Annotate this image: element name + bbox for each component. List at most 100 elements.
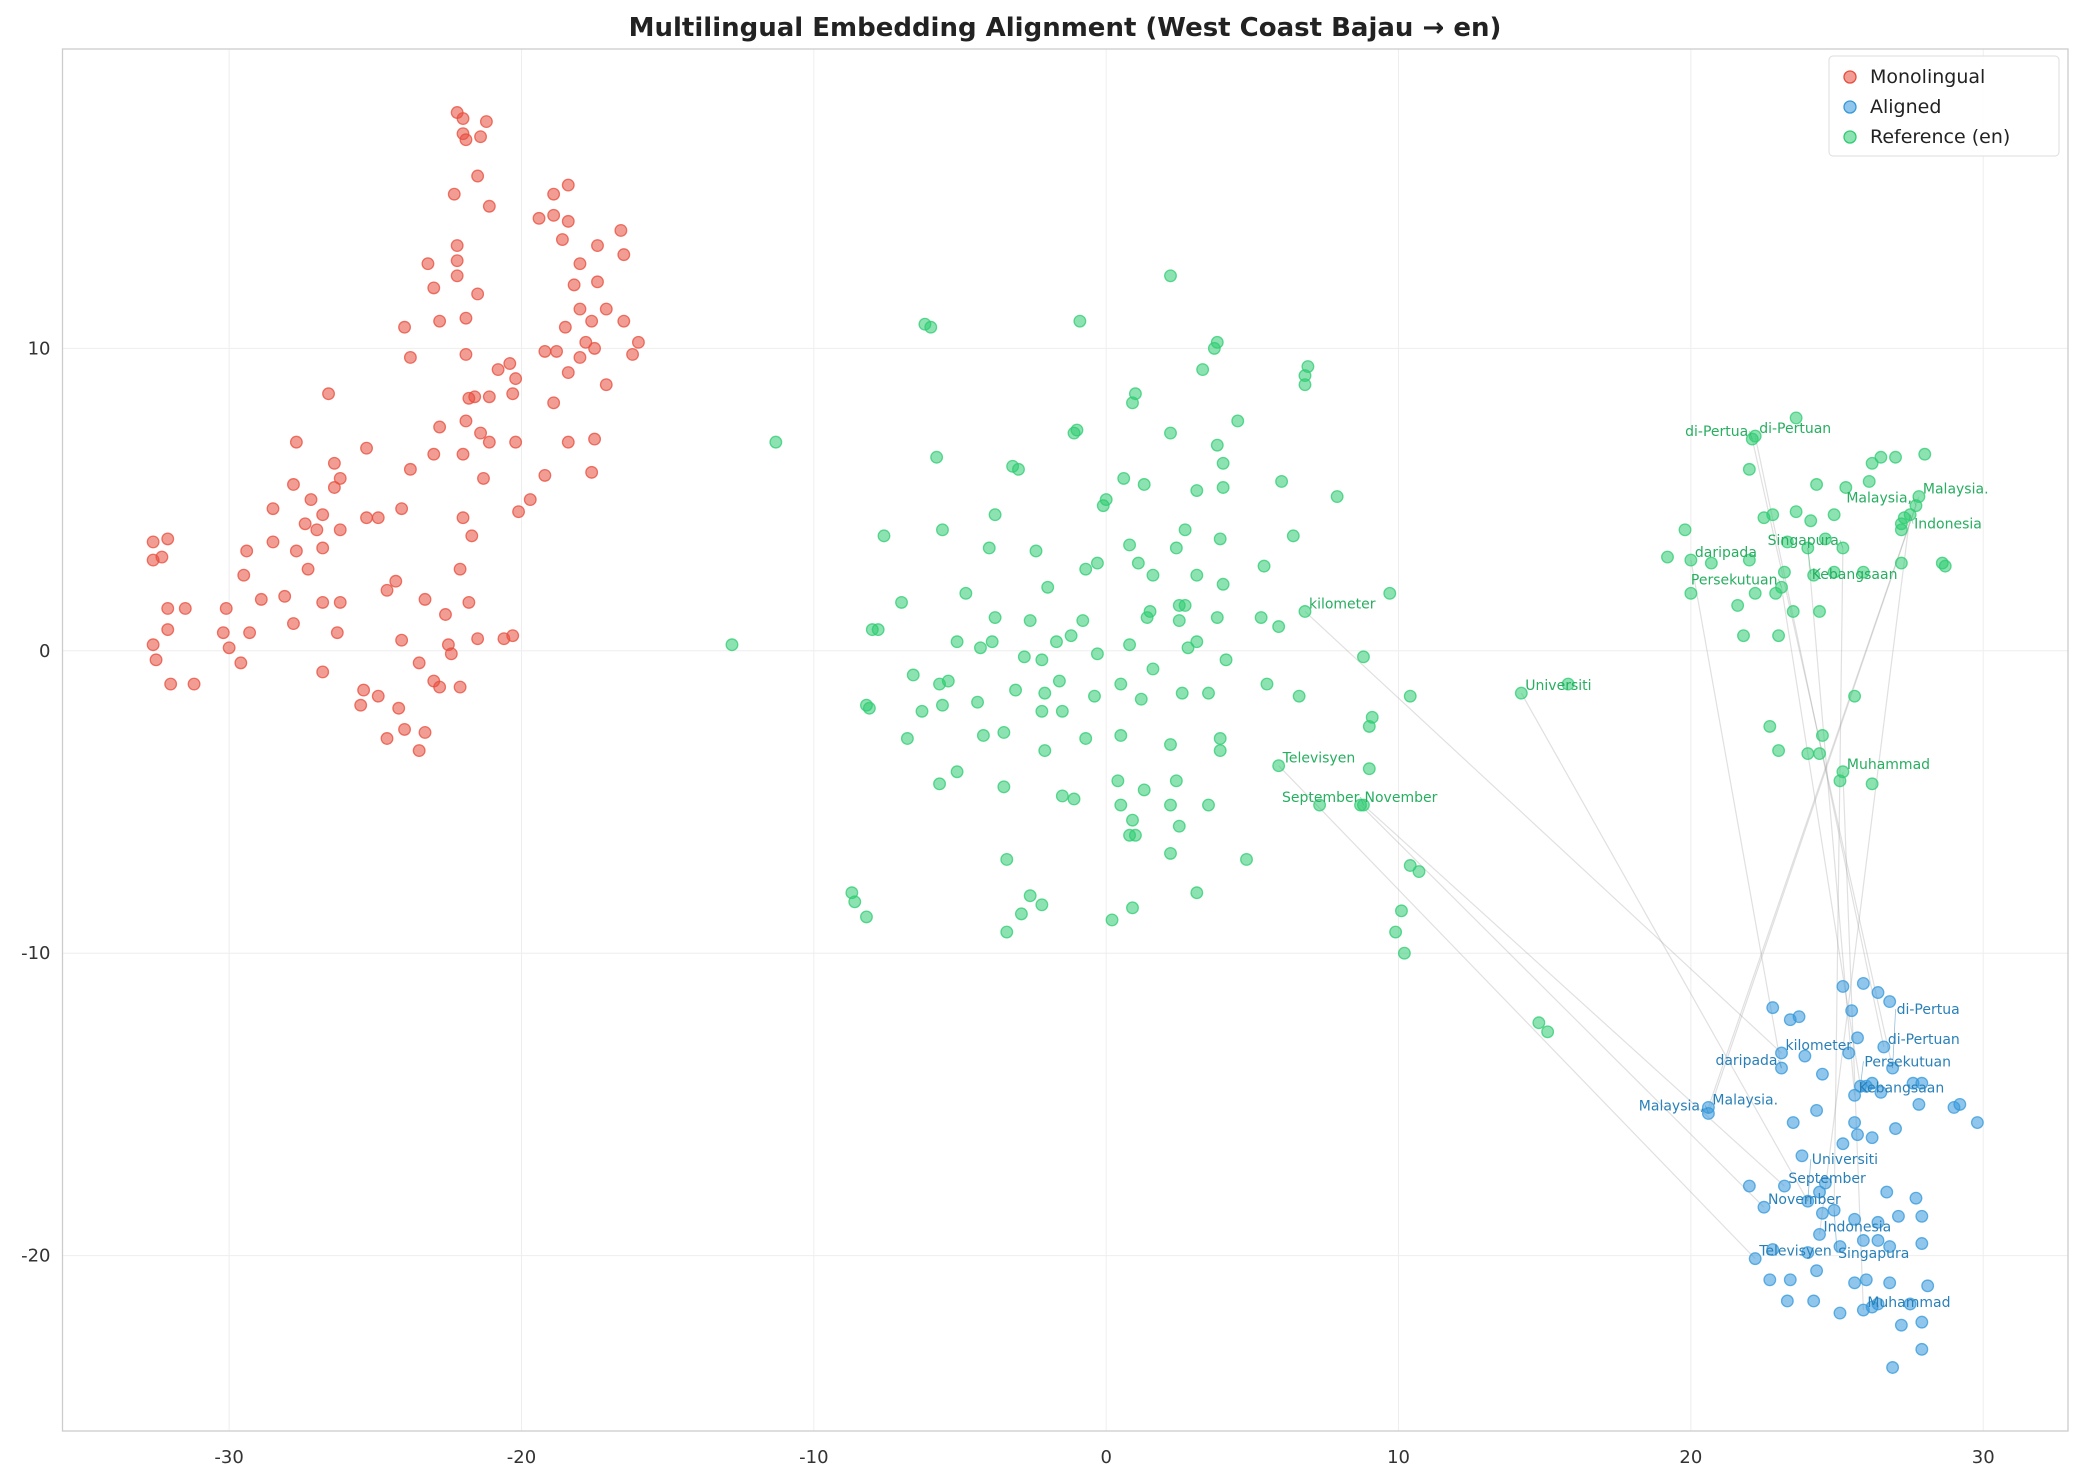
aligned-point (1795, 1149, 1809, 1163)
monolingual-point (585, 314, 599, 328)
reference-point (1190, 568, 1204, 582)
aligned-point (1810, 1103, 1824, 1117)
aligned-point (1874, 1085, 1888, 1099)
reference-point (1123, 538, 1137, 552)
aligned-word-label: di-Pertua (1897, 1002, 1960, 1018)
y-tick-label: 10 (28, 338, 51, 359)
reference-point (1169, 541, 1183, 555)
aligned-point (1915, 1076, 1929, 1090)
reference-point (1862, 474, 1876, 488)
aligned-point (1865, 1131, 1879, 1145)
reference-point (997, 725, 1011, 739)
monolingual-point (561, 178, 575, 192)
aligned-word-label: Muhammad (1867, 1295, 1950, 1311)
reference-point (982, 541, 996, 555)
aligned-point (1883, 995, 1897, 1009)
alignment-line (1833, 547, 1844, 1211)
aligned-point (1813, 1185, 1826, 1199)
monolingual-point (599, 378, 613, 392)
reference-point (1286, 529, 1300, 543)
monolingual-point (403, 351, 417, 364)
reference-point (1164, 426, 1177, 440)
monolingual-point (509, 435, 523, 449)
label-leader-line (1748, 430, 1753, 440)
reference-point (1009, 683, 1023, 697)
reference-point (1918, 447, 1932, 461)
aligned-point (1801, 1246, 1815, 1260)
reference-point (1231, 414, 1245, 428)
alignment-line (1278, 765, 1756, 1260)
aligned-word-label: Kebangsaan (1859, 1080, 1945, 1096)
monolingual-point (322, 387, 335, 401)
reference-word-label: kilometer (1309, 596, 1376, 612)
reference-point (1292, 689, 1306, 703)
monolingual-point (538, 344, 552, 358)
monolingual-point (333, 595, 347, 609)
reference-point (1813, 747, 1826, 761)
reference-point (1164, 269, 1177, 283)
monolingual-point (316, 508, 330, 522)
reference-point (1055, 704, 1069, 718)
aligned-point (1889, 1122, 1902, 1136)
monolingual-point (555, 233, 569, 246)
monolingual-point (316, 595, 330, 609)
reference-point (1403, 859, 1417, 872)
y-tick-label: 0 (39, 641, 50, 662)
monolingual-point (462, 595, 476, 609)
label-leader-lines (1360, 430, 1917, 1254)
reference-point (1172, 614, 1186, 627)
reference-point (1178, 523, 1192, 537)
label-leader-line (1807, 1159, 1812, 1202)
reference-point (1090, 556, 1104, 570)
reference-point (1023, 614, 1037, 627)
reference-point (1172, 819, 1186, 833)
monolingual-point (465, 529, 479, 543)
monolingual-point (538, 468, 552, 482)
aligned-word-label: daripada (1715, 1053, 1777, 1069)
aligned-point (1947, 1100, 1961, 1114)
reference-point (1014, 907, 1028, 921)
monolingual-point (456, 511, 470, 525)
reference-point (862, 701, 876, 715)
aligned-point (1848, 1116, 1862, 1129)
reference-point (1114, 729, 1128, 742)
monolingual-point (614, 223, 628, 237)
reference-point (1827, 508, 1841, 522)
monolingual-point (585, 465, 599, 479)
alignment-line (1807, 547, 1856, 1096)
x-tick-label: -30 (214, 1447, 243, 1468)
reference-point (1041, 580, 1055, 594)
reference-point (1126, 396, 1139, 410)
aligned-point (1851, 1031, 1864, 1045)
aligned-point (1777, 1179, 1791, 1193)
monolingual-point (482, 390, 496, 404)
reference-point (1035, 704, 1049, 718)
reference-point (1813, 605, 1826, 618)
reference-point (1216, 481, 1230, 494)
monolingual-point (532, 211, 546, 225)
aligned-point (1813, 1227, 1826, 1241)
reference-point (895, 595, 908, 609)
monolingual-point (316, 541, 330, 555)
monolingual-point (178, 602, 192, 615)
aligned-point (1807, 1294, 1821, 1308)
monolingual-point (591, 239, 604, 253)
monolingual-point (187, 677, 201, 691)
reference-point (1140, 611, 1154, 624)
reference-point (1178, 598, 1192, 612)
reference-point (1865, 777, 1879, 791)
reference-point (1789, 505, 1803, 519)
aligned-point (1766, 1243, 1780, 1257)
monolingual-point (547, 187, 561, 201)
monolingual-point (567, 278, 581, 292)
label-leader-line (1912, 497, 1917, 506)
reference-point (950, 765, 964, 779)
reference-word-label: di-Pertuan (1759, 421, 1831, 437)
aligned-point (1836, 1137, 1850, 1151)
aligned-point (1815, 1067, 1829, 1081)
aligned-word-label: di-Pertuan (1888, 1032, 1960, 1048)
aligned-word-label: Singapura (1838, 1246, 1909, 1262)
reference-point (1079, 562, 1093, 576)
aligned-point (1883, 1240, 1897, 1253)
reference-point (997, 780, 1011, 794)
